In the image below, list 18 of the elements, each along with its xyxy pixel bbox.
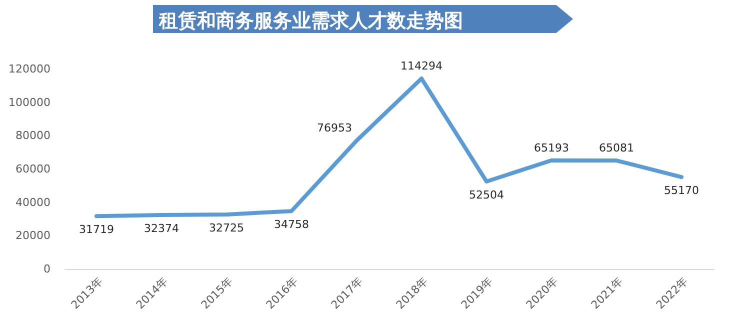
y-tick-label: 80000 [16, 129, 50, 142]
y-tick-label: 0 [44, 262, 50, 276]
y-tick-label: 100000 [8, 96, 50, 109]
data-label: 31719 [79, 223, 114, 236]
data-label: 65193 [534, 141, 569, 154]
y-tick-label: 60000 [16, 162, 50, 176]
data-label: 55170 [664, 184, 699, 198]
chart-title: 租赁和商务服务业需求人才数走势图 [159, 9, 463, 34]
data-label: 114294 [400, 60, 442, 73]
y-tick-label: 120000 [8, 62, 50, 76]
data-label: 34758 [274, 218, 309, 232]
data-label: 52504 [469, 188, 504, 202]
data-label: 65081 [599, 142, 634, 155]
y-tick-label: 40000 [16, 196, 50, 209]
data-label: 32725 [209, 221, 244, 234]
y-tick-label: 20000 [16, 229, 50, 242]
data-label: 32374 [144, 222, 179, 236]
data-label: 76953 [317, 122, 352, 135]
